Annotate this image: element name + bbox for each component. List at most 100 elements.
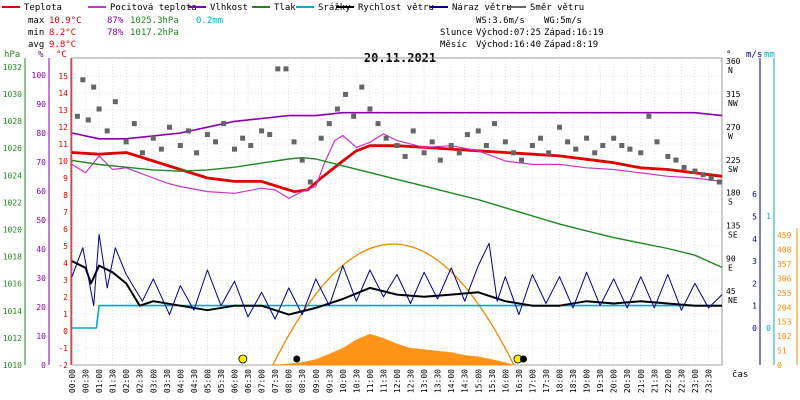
wind-tick-4: 4 [752,235,757,244]
hum-tick-8: 80 [36,129,46,138]
dir-point-68 [665,153,671,159]
rain-line [72,304,722,329]
x-tick-3: 01:30 [109,369,118,393]
stat-max-temp: 10.9°C [49,16,82,26]
dir-point-64 [627,146,633,152]
press-tick-4: 1018 [3,253,22,262]
x-tick-23: 11:30 [379,369,388,393]
temp-tick-17: 15 [58,72,68,81]
dir-point-25 [283,66,289,72]
dir-point-67 [654,139,660,145]
dir-point-11 [158,146,164,152]
sunrise-marker [238,354,248,364]
dir-point-15 [194,150,200,156]
dir-tick-label-7: NE [728,296,738,305]
rain-tick-1: 1 [766,212,771,221]
solar-tick-6: 306 [777,274,792,283]
hum-tick-7: 70 [36,158,46,167]
x-tick-15: 07:30 [271,369,280,393]
temp-tick-3: 1 [63,310,68,319]
dir-point-5 [104,128,110,134]
x-tick-20: 10:00 [339,369,348,393]
dir-point-48 [483,143,489,148]
dir-point-7 [123,139,129,145]
press-tick-7: 1024 [3,171,22,180]
info-moon-set: Západ:8:19 [544,40,598,50]
dir-point-42 [429,139,435,145]
x-tick-33: 16:30 [515,369,524,393]
press-tick-8: 1026 [3,144,22,153]
stat-max-press: 1025.3hPa [130,16,179,26]
x-tick-6: 03:00 [149,369,158,393]
dir-point-39 [402,153,408,159]
x-tick-8: 04:00 [176,369,185,393]
dir-point-66 [646,113,652,119]
temp-tick-0: -2 [58,361,68,370]
dir-point-49 [492,121,497,127]
wind-tick-0: 0 [752,324,757,333]
dir-point-0 [74,113,80,119]
dir-point-44 [448,143,454,148]
x-tick-7: 03:30 [163,369,172,393]
legend-item-2: Pocitová teplota [110,3,197,13]
solar-tick-8: 408 [777,246,792,255]
x-tick-24: 12:00 [393,369,402,393]
dir-point-16 [204,132,210,138]
legend-item-4: Tlak [274,3,296,13]
temp-tick-10: 8 [63,191,68,200]
dir-tick-4: 180 [726,189,741,198]
press-tick-10: 1030 [3,90,22,99]
x-tick-25: 12:30 [407,369,416,393]
dir-tick-3: 225 [726,156,741,165]
x-tick-40: 20:00 [610,369,619,393]
x-tick-42: 21:00 [637,369,646,393]
press-tick-5: 1020 [3,226,22,235]
dir-point-34 [359,84,365,90]
moonrise-marker [519,355,527,363]
x-tick-1: 00:30 [82,369,91,393]
temp-tick-11: 9 [63,174,68,183]
info-wg: WG:5m/s [544,16,582,26]
x-tick-41: 20:30 [623,369,632,393]
dir-point-52 [519,157,525,163]
dir-point-70 [681,164,687,170]
press-tick-2: 1014 [3,307,22,316]
dir-point-9 [139,150,145,156]
dir-point-29 [318,135,324,141]
x-tick-35: 17:30 [542,369,551,393]
x-tick-31: 15:30 [488,369,497,393]
press-line [71,157,723,269]
wind-tick-3: 3 [752,257,757,266]
temp-tick-4: 2 [63,293,68,302]
legend-item-1: Teplota [24,3,62,13]
wind-tick-5: 5 [752,213,757,222]
dir-tick-label-0: N [728,66,733,75]
solar-tick-5: 255 [777,289,792,298]
x-tick-46: 23:00 [691,369,700,393]
legend: Teplota Pocitová teplota Vlhkost Tlak Srážky… [2,3,584,13]
press-tick-6: 1022 [3,198,22,207]
hum-tick-3: 30 [36,274,46,283]
x-tick-17: 08:30 [298,369,307,393]
wind-tick-2: 2 [752,279,757,288]
x-tick-37: 18:30 [569,369,578,393]
stat-max-hum: 87% [107,16,124,26]
temp-tick-1: -1 [58,344,68,353]
dir-point-3 [91,84,97,90]
dir-point-74 [716,179,722,185]
stat-avg-temp: 9.8°C [49,40,76,50]
dir-point-13 [177,143,183,148]
legend-item-3: Vlhkost [210,3,248,13]
dir-point-23 [267,132,273,138]
solar-tick-2: 102 [777,332,792,341]
dir-tick-label-4: S [728,198,733,207]
feels-line [71,133,723,199]
dir-tick-0: 360 [726,57,741,66]
axis-label-pct: % [38,50,44,60]
info-sun-set: Západ:16:19 [544,28,604,38]
moonset-marker [293,355,301,363]
dir-point-17 [213,139,219,145]
dir-point-73 [708,175,714,181]
dir-point-14 [185,128,191,134]
dir-point-62 [611,135,617,141]
